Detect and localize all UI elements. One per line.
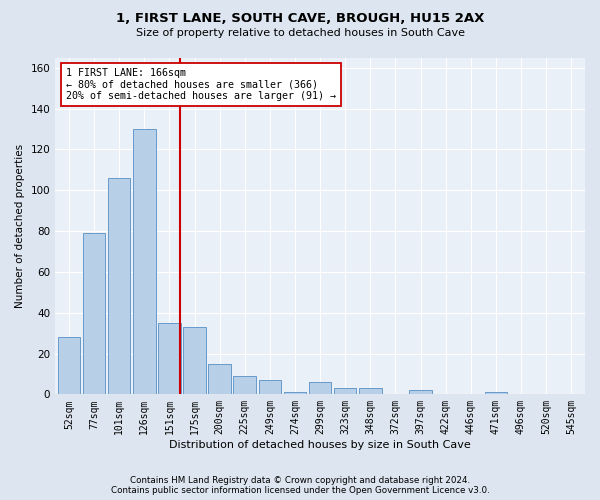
Text: Size of property relative to detached houses in South Cave: Size of property relative to detached ho… [136,28,464,38]
Bar [158,323,181,394]
X-axis label: Distribution of detached houses by size in South Cave: Distribution of detached houses by size … [169,440,471,450]
Bar [359,388,382,394]
Bar [259,380,281,394]
Text: Contains HM Land Registry data © Crown copyright and database right 2024.: Contains HM Land Registry data © Crown c… [130,476,470,485]
Bar [108,178,130,394]
Bar [133,129,155,394]
Bar [409,390,432,394]
Bar [208,364,231,394]
Bar [485,392,507,394]
Y-axis label: Number of detached properties: Number of detached properties [15,144,25,308]
Text: 1, FIRST LANE, SOUTH CAVE, BROUGH, HU15 2AX: 1, FIRST LANE, SOUTH CAVE, BROUGH, HU15 … [116,12,484,26]
Bar [284,392,306,394]
Text: 1 FIRST LANE: 166sqm
← 80% of detached houses are smaller (366)
20% of semi-deta: 1 FIRST LANE: 166sqm ← 80% of detached h… [66,68,336,101]
Bar [233,376,256,394]
Bar [309,382,331,394]
Bar [58,337,80,394]
Bar [334,388,356,394]
Bar [183,327,206,394]
Text: Contains public sector information licensed under the Open Government Licence v3: Contains public sector information licen… [110,486,490,495]
Bar [83,233,106,394]
